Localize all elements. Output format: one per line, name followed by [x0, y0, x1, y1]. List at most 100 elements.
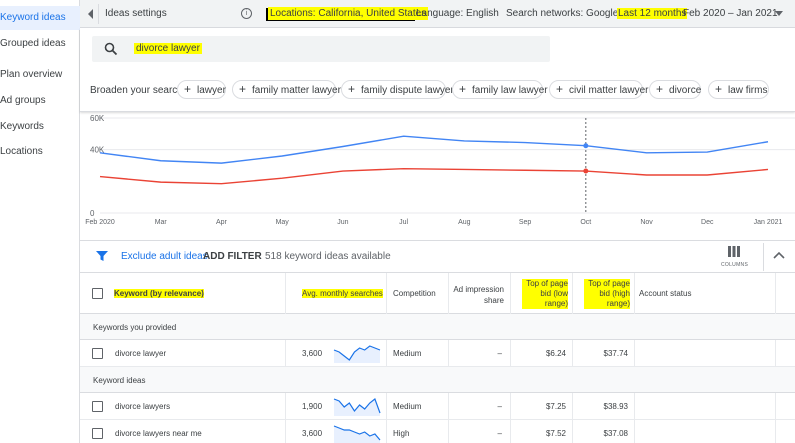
- y-tick-label: 60K: [90, 114, 105, 123]
- search-volume-chart: 60K 40K 0 Feb 2020 Mar Apr May Jun Jul Aug Sep Oct N…: [80, 112, 795, 230]
- competition-value: High: [393, 429, 410, 438]
- sidebar-item-keywords[interactable]: Keywords: [0, 115, 80, 139]
- date-dropdown-icon[interactable]: [775, 11, 783, 16]
- ideas-count: 518 keyword ideas available: [265, 251, 391, 262]
- group-header-ideas: Keyword ideas: [80, 367, 795, 393]
- plus-icon: +: [715, 82, 723, 96]
- competition-value: Medium: [393, 402, 422, 411]
- share-value: –: [497, 429, 502, 438]
- divider: [98, 4, 99, 24]
- search-icon: [104, 42, 118, 56]
- sidebar-item-label: Locations: [0, 146, 43, 157]
- add-filter-button[interactable]: ADD FILTER: [203, 251, 262, 262]
- header-high-bid[interactable]: Top of page bid (high range): [573, 273, 635, 315]
- series-line-0: [99, 135, 769, 164]
- collapse-sidebar-icon[interactable]: [86, 7, 98, 21]
- table-row[interactable]: divorce lawyers near me 3,600 High – $7.…: [80, 420, 795, 443]
- sidebar-item-grouped-ideas[interactable]: Grouped ideas: [0, 32, 80, 56]
- row-checkbox[interactable]: [92, 428, 103, 439]
- share-cell: –: [449, 340, 511, 367]
- y-tick-label: 40K: [90, 146, 105, 155]
- chip-label: lawyer: [197, 85, 226, 96]
- table-row[interactable]: divorce lawyer 3,600 Medium – $6.24 $37.…: [80, 340, 795, 367]
- header-avg-label: Avg. monthly searches: [302, 289, 383, 298]
- series-line-1: [99, 167, 769, 185]
- header-high-bid-label: Top of page bid (high range): [584, 279, 630, 309]
- low-bid-value: $7.25: [545, 402, 566, 411]
- chip-divorce[interactable]: + divorce: [649, 80, 701, 99]
- language-setting[interactable]: Language: English: [416, 8, 499, 19]
- ideas-settings-bar: Ideas settings i Locations: California, …: [80, 0, 795, 28]
- x-tick-label: May: [276, 219, 290, 226]
- chip-civil-matter-lawyer[interactable]: + civil matter lawyer: [549, 80, 648, 99]
- sidebar: Keyword ideas Grouped ideas Plan overvie…: [0, 0, 80, 443]
- sidebar-item-label: Grouped ideas: [0, 38, 66, 49]
- chip-family-dispute-lawyer[interactable]: + family dispute lawyer: [341, 80, 454, 99]
- x-tick-label: Apr: [216, 219, 228, 226]
- x-tick-label: Jun: [337, 219, 348, 226]
- date-range[interactable]: Feb 2020 – Jan 2021: [683, 8, 778, 19]
- sidebar-item-plan-overview[interactable]: Plan overview: [0, 63, 80, 87]
- low-bid-cell: $7.52: [511, 420, 573, 443]
- header-competition-label: Competition: [393, 289, 436, 298]
- sidebar-item-ad-groups[interactable]: Ad groups: [0, 89, 80, 113]
- share-value: –: [497, 349, 502, 358]
- trend-sparkline: [333, 345, 381, 363]
- chip-label: family dispute lawyer: [361, 85, 454, 96]
- sidebar-item-label: Keyword ideas: [0, 12, 66, 23]
- location-setting[interactable]: Locations: California, United States: [266, 7, 429, 21]
- sparkline-line: [333, 425, 381, 441]
- sidebar-item-keyword-ideas[interactable]: Keyword ideas: [0, 6, 80, 30]
- search-networks-setting[interactable]: Search networks: Google: [506, 8, 619, 19]
- columns-label: COLUMNS: [721, 262, 749, 268]
- select-all-checkbox[interactable]: [92, 288, 103, 299]
- search-panel: divorce lawyer Broaden your search: + law…: [80, 28, 795, 112]
- avg-cell: 3,600: [286, 420, 387, 443]
- chip-lawyer[interactable]: + lawyer: [177, 80, 226, 99]
- header-competition[interactable]: Competition: [387, 273, 449, 315]
- chip-family-law-lawyer[interactable]: + family law lawyer: [452, 80, 548, 99]
- search-input[interactable]: divorce lawyer: [92, 36, 550, 62]
- plus-icon: +: [239, 82, 247, 96]
- high-bid-cell: $38.93: [573, 393, 635, 420]
- plus-icon: +: [348, 82, 356, 96]
- row-checkbox[interactable]: [92, 348, 103, 359]
- header-keyword[interactable]: Keyword (by relevance) ↓: [80, 273, 286, 315]
- sidebar-item-locations[interactable]: Locations: [0, 140, 80, 164]
- chip-law-firms[interactable]: + law firms: [708, 80, 769, 99]
- keyword-cell: divorce lawyers: [80, 393, 286, 420]
- exclude-adult-ideas-link[interactable]: Exclude adult ideas: [121, 251, 208, 262]
- header-status-label: Account status: [639, 289, 692, 298]
- chip-label: divorce: [669, 85, 702, 96]
- sidebar-item-label: Ad groups: [0, 95, 46, 106]
- filter-icon[interactable]: [96, 250, 108, 262]
- date-preset[interactable]: Last 12 months: [617, 8, 688, 19]
- chip-family-matter-lawyer[interactable]: + family matter lawyer: [232, 80, 341, 99]
- row-checkbox[interactable]: [92, 401, 103, 412]
- low-bid-cell: $7.25: [511, 393, 573, 420]
- high-bid-value: $37.74: [603, 349, 628, 358]
- ideas-settings-title: Ideas settings: [105, 8, 167, 19]
- chevron-up-icon[interactable]: [772, 250, 786, 262]
- sparkline-area: [334, 346, 380, 363]
- header-low-bid-label: Top of page bid (low range): [522, 279, 568, 309]
- header-share-label: Ad impression share: [453, 285, 504, 305]
- header-low-bid[interactable]: Top of page bid (low range): [511, 273, 573, 315]
- header-avg-searches[interactable]: Avg. monthly searches: [286, 273, 387, 315]
- columns-icon[interactable]: [728, 246, 740, 257]
- header-account-status[interactable]: Account status: [635, 273, 776, 315]
- table-row[interactable]: divorce lawyers 1,900 Medium – $7.25 $38…: [80, 393, 795, 420]
- info-icon[interactable]: i: [241, 8, 252, 19]
- status-cell: [635, 420, 776, 443]
- sidebar-item-label: Keywords: [0, 121, 44, 132]
- header-impression-share[interactable]: Ad impression share: [449, 273, 511, 315]
- sparkline-line: [333, 398, 381, 414]
- x-tick-label: Nov: [640, 219, 653, 226]
- group-label: Keyword ideas: [93, 376, 146, 385]
- avg-value: 1,900: [302, 402, 323, 411]
- high-bid-cell: $37.74: [573, 340, 635, 367]
- share-cell: –: [449, 393, 511, 420]
- keyword-text: divorce lawyer: [115, 349, 167, 358]
- high-bid-value: $38.93: [603, 402, 628, 411]
